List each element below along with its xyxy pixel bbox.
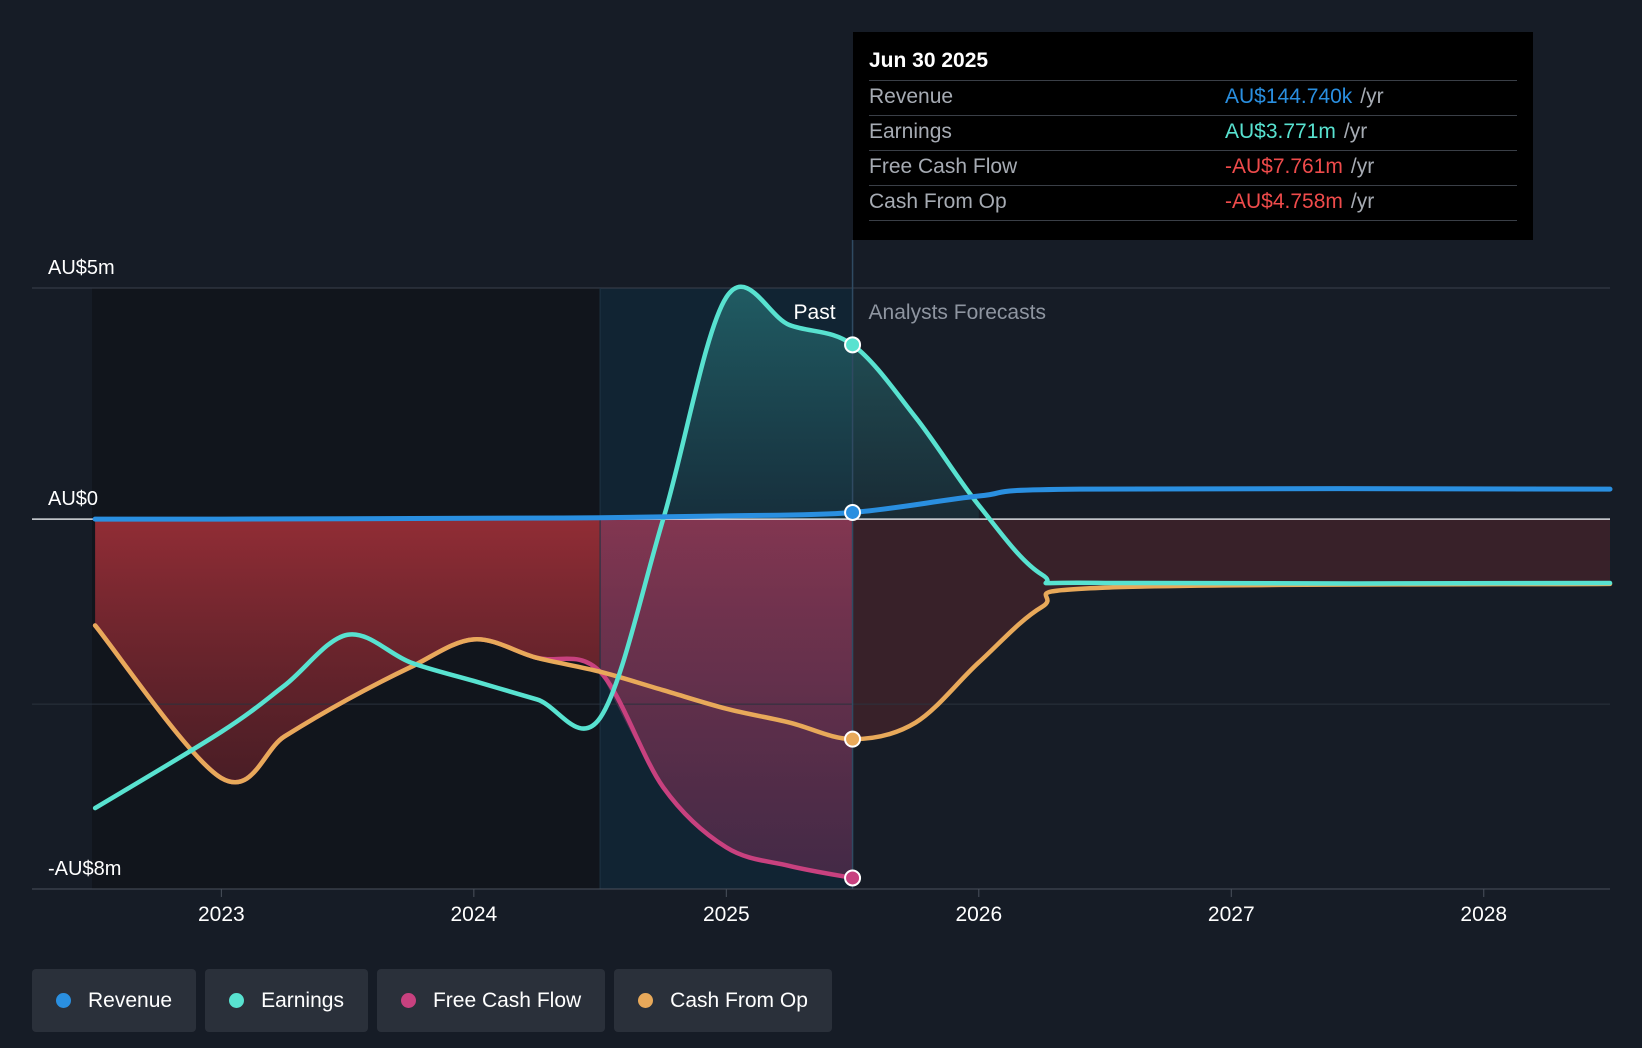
x-axis-label: 2025: [703, 903, 750, 926]
revenue-marker: [844, 503, 862, 521]
tooltip-date: Jun 30 2025: [869, 46, 1517, 81]
earnings-line: [92, 284, 1613, 811]
x-axis-label: 2023: [198, 903, 245, 926]
tooltip-label: Cash From Op: [869, 190, 1007, 213]
y-axis-label: AU$0: [48, 488, 98, 510]
legend-label: Revenue: [88, 988, 173, 1012]
x-axis-label: 2026: [955, 903, 1002, 926]
fcf-dot-icon: [400, 993, 416, 1008]
tooltip-value: -AU$4.758m: [1225, 190, 1343, 213]
legend-item-earnings[interactable]: Earnings: [205, 969, 368, 1032]
tooltip-row-revenue: Revenue AU$144.740k /yr: [869, 81, 1517, 116]
x-axis-label: 2024: [450, 903, 497, 926]
tooltip-row-earnings: Earnings AU$3.771m /yr: [869, 116, 1517, 151]
tooltip-unit: /yr: [1350, 155, 1375, 178]
tooltip-value: AU$144.740k: [1225, 85, 1353, 108]
x-axis-label: 2028: [1460, 903, 1507, 926]
chart-legend: Revenue Earnings Free Cash Flow Cash Fro…: [32, 969, 832, 1032]
forecast-label: Analysts Forecasts: [869, 301, 1046, 324]
y-axis-label: AU$5m: [48, 257, 115, 279]
legend-label: Cash From Op: [670, 988, 808, 1012]
highlight-negative-area: [600, 519, 853, 878]
fcf-marker: [844, 869, 862, 887]
tooltip-row-fcf: Free Cash Flow -AU$7.761m /yr: [869, 151, 1517, 186]
earnings-dot-icon: [229, 993, 245, 1008]
legend-label: Free Cash Flow: [432, 988, 582, 1012]
tooltip-label: Free Cash Flow: [869, 155, 1018, 178]
revenue-dot-icon: [56, 993, 71, 1008]
earnings-positive-area: [663, 286, 979, 520]
tooltip-row-cfo: Cash From Op -AU$4.758m /yr: [869, 186, 1517, 221]
x-axis-label: 2027: [1208, 903, 1255, 926]
legend-item-free-cash-flow[interactable]: Free Cash Flow: [376, 969, 606, 1032]
cfo-marker: [844, 730, 862, 748]
cfo-dot-icon: [638, 993, 654, 1008]
cfo-line: [92, 581, 1613, 785]
tooltip-value: AU$3.771m: [1225, 120, 1336, 143]
tooltip-label: Earnings: [869, 120, 952, 143]
legend-item-revenue[interactable]: Revenue: [32, 969, 197, 1032]
y-axis-label: -AU$8m: [48, 858, 121, 880]
revenue-line: [92, 486, 1613, 522]
tooltip-unit: /yr: [1350, 190, 1375, 213]
past-label: Past: [794, 301, 836, 324]
tooltip-unit: /yr: [1360, 85, 1384, 108]
tooltip-label: Revenue: [869, 85, 954, 108]
negative-area-forecast: [852, 519, 1610, 740]
tooltip-value: -AU$7.761m: [1225, 155, 1343, 178]
tooltip-unit: /yr: [1343, 120, 1368, 143]
legend-label: Earnings: [261, 988, 344, 1012]
earnings-marker: [844, 336, 862, 354]
data-tooltip: Jun 30 2025 Revenue AU$144.740k /yr Earn…: [853, 32, 1533, 240]
legend-item-cash-from-op[interactable]: Cash From Op: [614, 969, 832, 1032]
